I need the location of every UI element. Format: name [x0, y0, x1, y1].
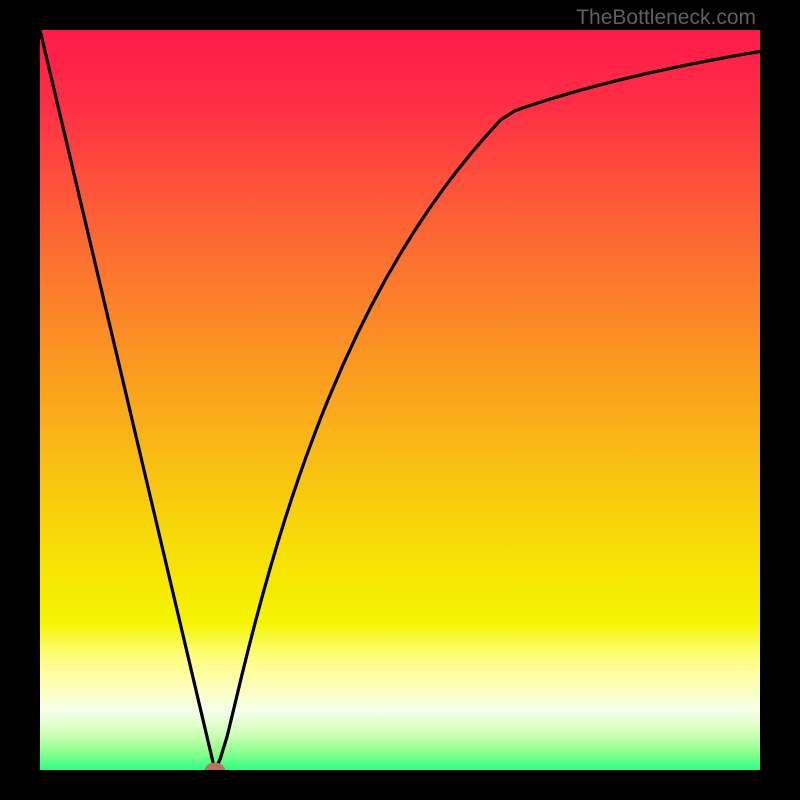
watermark-text: TheBottleneck.com [576, 6, 756, 30]
chart-svg [40, 30, 760, 770]
gradient-background [40, 30, 760, 770]
plot-area [40, 30, 760, 770]
chart-frame: TheBottleneck.com [0, 0, 800, 800]
